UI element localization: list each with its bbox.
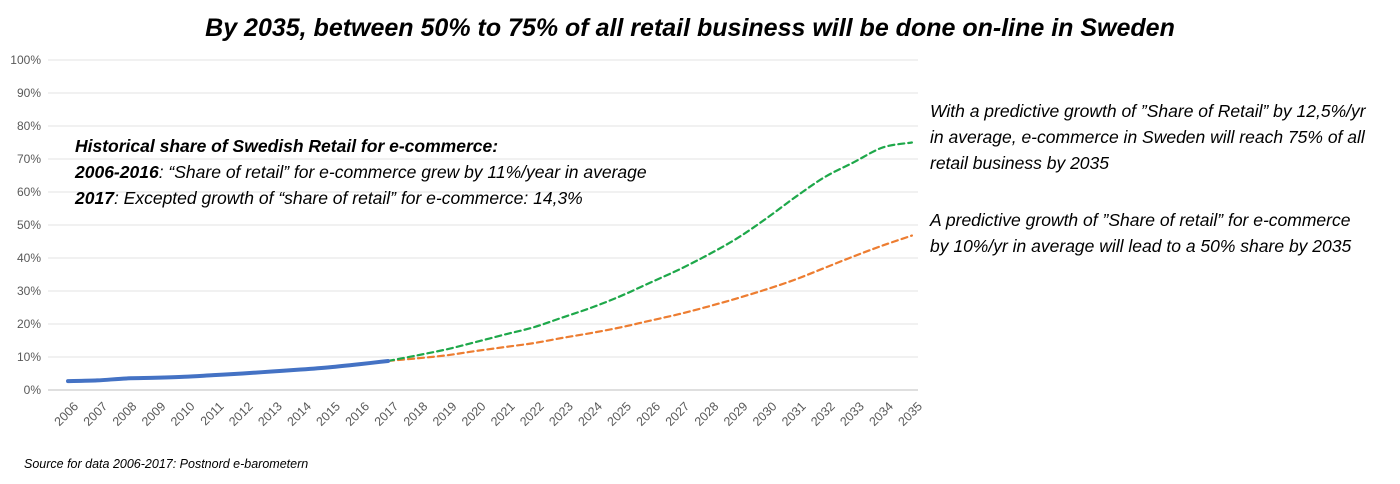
x-tick-label: 2032 bbox=[808, 399, 838, 429]
source-note: Source for data 2006-2017: Postnord e-ba… bbox=[24, 457, 309, 471]
x-tick-label: 2009 bbox=[139, 399, 169, 429]
x-tick-label: 2021 bbox=[488, 399, 518, 429]
y-tick-label: 60% bbox=[17, 185, 41, 199]
x-tick-label: 2012 bbox=[226, 399, 256, 429]
historical-line2-text: : Excepted growth of “share of retail” f… bbox=[113, 188, 583, 208]
x-tick-label: 2015 bbox=[314, 399, 344, 429]
x-tick-label: 2035 bbox=[896, 399, 926, 429]
historical-line1-text: : “Share of retail” for e-commerce grew … bbox=[158, 162, 647, 182]
x-tick-label: 2010 bbox=[168, 399, 198, 429]
series-lines bbox=[66, 141, 913, 384]
y-tick-label: 10% bbox=[17, 350, 41, 364]
y-tick-label: 90% bbox=[17, 86, 41, 100]
x-tick-label: 2033 bbox=[837, 399, 867, 429]
chart-title: By 2035, between 50% to 75% of all retai… bbox=[205, 14, 1175, 42]
x-tick-label: 2008 bbox=[110, 399, 140, 429]
x-tick-label: 2030 bbox=[750, 399, 780, 429]
x-tick-label: 2019 bbox=[430, 399, 460, 429]
x-axis-ticks: 2006 2007 2008 2009 2010 2011 2012 2013 2014 2015… bbox=[52, 399, 925, 429]
x-tick-label: 2023 bbox=[546, 399, 576, 429]
historical-series-line bbox=[66, 358, 391, 384]
historical-heading: Historical share of Swedish Retail for e… bbox=[75, 136, 499, 156]
y-tick-label: 80% bbox=[17, 119, 41, 133]
orange-forecast-note: A predictive growth of ”Share of retail”… bbox=[930, 210, 1352, 256]
x-tick-label: 2014 bbox=[284, 399, 314, 429]
y-tick-label: 70% bbox=[17, 152, 41, 166]
y-tick-label: 50% bbox=[17, 218, 41, 232]
y-tick-label: 0% bbox=[24, 383, 42, 397]
x-tick-label: 2025 bbox=[605, 399, 635, 429]
y-tick-label: 30% bbox=[17, 284, 41, 298]
x-tick-label: 2013 bbox=[255, 399, 285, 429]
x-tick-label: 2034 bbox=[866, 399, 896, 429]
y-axis-ticks: 0% 10% 20% 30% 40% 50% 60% 70% 80% 90% 100% bbox=[10, 53, 41, 397]
historical-line2-label: 2017 bbox=[75, 188, 114, 208]
x-tick-label: 2007 bbox=[81, 399, 111, 429]
x-tick-label: 2022 bbox=[517, 399, 547, 429]
x-tick-label: 2028 bbox=[692, 399, 722, 429]
x-tick-label: 2024 bbox=[575, 399, 605, 429]
y-tick-label: 100% bbox=[10, 53, 41, 67]
historical-line1-label: 2006-2016 bbox=[75, 162, 159, 182]
y-tick-label: 20% bbox=[17, 317, 41, 331]
x-tick-label: 2020 bbox=[459, 399, 489, 429]
forecast-series-line bbox=[387, 234, 913, 363]
historical-annotation: Historical share of Swedish Retail for e… bbox=[75, 133, 755, 211]
x-tick-label: 2016 bbox=[343, 399, 373, 429]
green-forecast-note: With a predictive growth of ”Share of Re… bbox=[930, 101, 1366, 173]
x-tick-label: 2026 bbox=[634, 399, 664, 429]
gridlines bbox=[48, 59, 918, 391]
x-tick-label: 2006 bbox=[52, 399, 82, 429]
forecast-series-line bbox=[387, 141, 913, 363]
x-tick-label: 2031 bbox=[779, 399, 809, 429]
x-tick-label: 2017 bbox=[372, 399, 402, 429]
x-tick-label: 2011 bbox=[198, 399, 227, 428]
y-tick-label: 40% bbox=[17, 251, 41, 265]
x-tick-label: 2018 bbox=[401, 399, 431, 429]
x-tick-label: 2027 bbox=[663, 399, 693, 429]
x-tick-label: 2029 bbox=[721, 399, 751, 429]
